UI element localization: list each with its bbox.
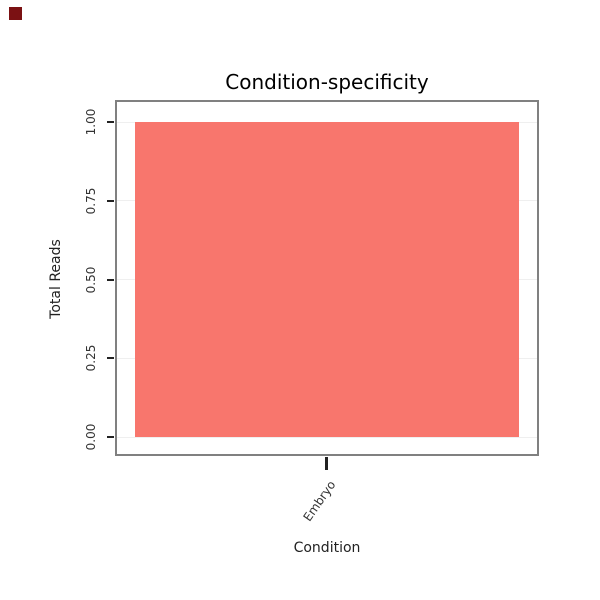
y-tick-label: 0.25 (84, 344, 98, 372)
y-tick-mark (107, 357, 114, 360)
y-tick-label: 0.50 (84, 266, 98, 293)
y-tick-label: 0.75 (84, 187, 98, 215)
y-tick-label: 0.00 (84, 423, 98, 451)
corner-marker (9, 7, 22, 20)
x-tick-label-embryo: Embryo (300, 478, 339, 524)
bar-embryo (135, 122, 519, 437)
plot-panel (115, 100, 539, 456)
y-tick-mark (107, 121, 114, 123)
y-tick-mark (107, 436, 114, 438)
y-tick-label: 1.00 (84, 108, 98, 136)
y-gridline (117, 436, 537, 438)
chart-title: Condition-specificity (225, 70, 429, 94)
y-tick-mark (107, 199, 114, 202)
y-tick-mark (107, 278, 114, 281)
x-axis-title: Condition (293, 540, 361, 556)
x-axis-tick (325, 457, 328, 470)
y-axis: 0.00 0.25 0.50 0.75 1.00 (0, 102, 115, 454)
